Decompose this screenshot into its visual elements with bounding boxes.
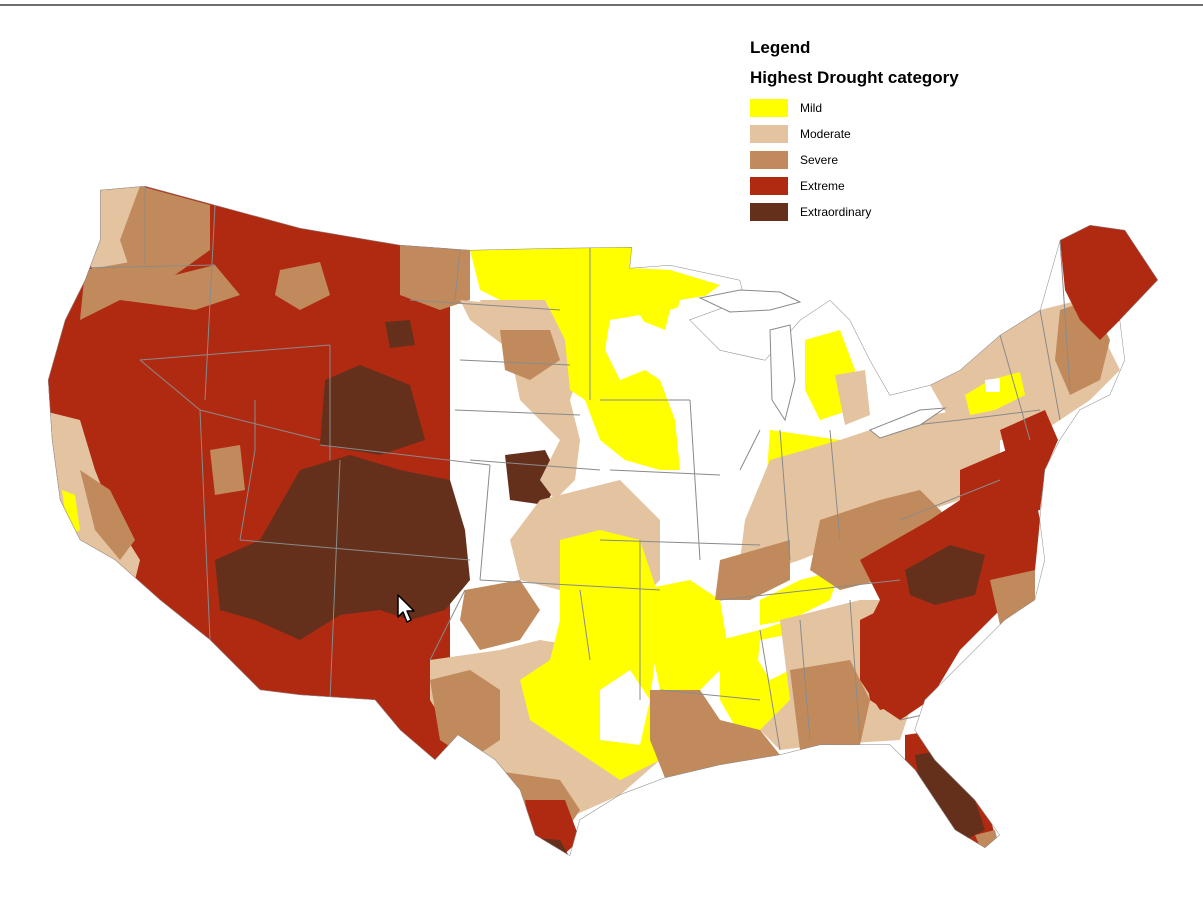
lake-erie — [869, 407, 947, 439]
state-boundaries — [79, 186, 1071, 751]
legend-label-moderate: Moderate — [800, 127, 851, 141]
region-dakota-moderate-strip — [480, 300, 560, 330]
lake-superior — [698, 289, 802, 313]
legend-item-extraordinary: Extraordinary — [750, 199, 1010, 225]
region-gulf-severe — [650, 690, 780, 778]
region-ny-mild — [965, 372, 1025, 415]
region-washington-east — [120, 186, 210, 275]
region-ohio-valley — [740, 410, 1000, 570]
region-ny-white — [985, 378, 1000, 392]
region-wyoming-core — [320, 365, 425, 455]
region-dakotas-moderate — [460, 300, 590, 500]
region-oregon-north — [80, 262, 240, 320]
legend-swatch-severe — [750, 151, 788, 169]
legend-item-extreme: Extreme — [750, 173, 1010, 199]
legend-subtitle: Highest Drought category — [750, 68, 959, 87]
region-florida-extraordinary — [915, 750, 985, 840]
region-midwest-white — [665, 290, 780, 560]
region-alabama-severe — [790, 660, 870, 750]
region-arkansas-mild — [640, 580, 730, 690]
legend-label-mild: Mild — [800, 101, 823, 115]
legend-item-severe: Severe — [750, 147, 1010, 173]
region-wy-north-spot — [385, 320, 415, 348]
region-oklahoma-white — [600, 670, 650, 745]
region-georgia-extreme — [860, 600, 920, 710]
legend-swatch-extreme — [750, 177, 788, 195]
legend-heading: Legend — [750, 38, 811, 57]
region-four-corners — [215, 455, 470, 640]
region-montana-east — [400, 245, 470, 310]
region-northern-plains-mild — [470, 247, 720, 470]
legend-swatch-extraordinary — [750, 203, 788, 221]
region-montana-mid — [275, 262, 330, 310]
region-maine-extreme — [1060, 225, 1158, 340]
region-texas-tip-extreme — [525, 800, 580, 856]
legend-swatch-mild — [750, 99, 788, 117]
region-texas-panhandle — [460, 580, 540, 650]
legend-swatch-moderate — [750, 125, 788, 143]
region-carolina-extraordinary — [905, 545, 985, 605]
region-nj-extreme — [1000, 410, 1058, 470]
region-tennessee-mild — [760, 570, 840, 625]
legend-label-severe: Severe — [800, 153, 839, 167]
legend-item-moderate: Moderate — [750, 121, 1010, 147]
legend-item-mild: Mild — [750, 95, 1010, 121]
region-california-central — [80, 470, 135, 560]
legend-items: Mild Moderate Severe Extreme Extraordinary — [750, 95, 1010, 225]
region-nebraska-severe — [500, 330, 560, 380]
legend-label-extraordinary: Extraordinary — [800, 205, 872, 219]
region-minnesota-white — [605, 315, 655, 380]
top-divider — [0, 4, 1203, 6]
lake-michigan — [769, 324, 796, 422]
region-michigan-moderate — [835, 370, 870, 425]
region-texas-west-severe — [430, 670, 500, 760]
region-great-basin-severe — [210, 445, 245, 495]
legend-label-extreme: Extreme — [800, 179, 845, 193]
region-appalachia-severe — [810, 490, 950, 590]
legend-panel: Legend Highest Drought category Mild Mode… — [750, 38, 1010, 225]
region-kentucky-severe — [715, 540, 790, 600]
arrow-cursor-icon — [397, 594, 415, 629]
region-carolina-coast-severe — [990, 570, 1035, 625]
